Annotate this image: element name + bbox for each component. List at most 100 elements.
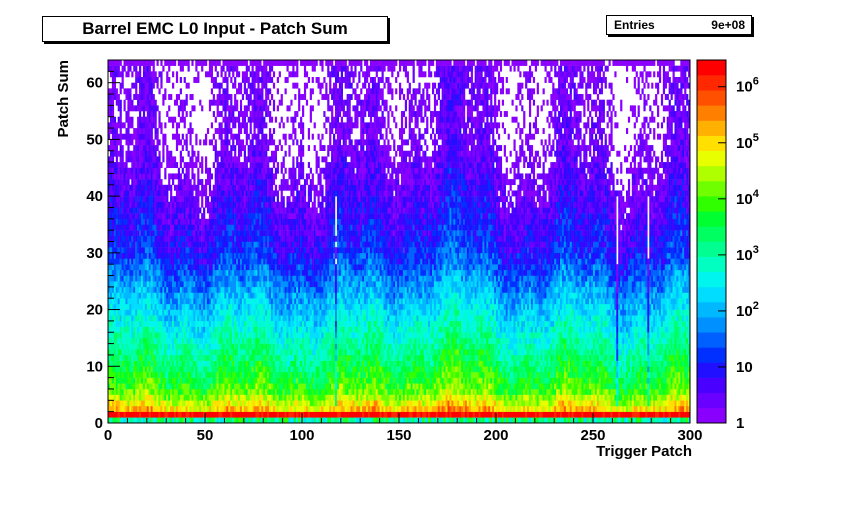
- heatmap-cell: [220, 405, 223, 412]
- heatmap-cell: [261, 190, 264, 197]
- heatmap-cell: [137, 337, 140, 344]
- heatmap-cell: [274, 275, 278, 282]
- heatmap-cell: [280, 241, 283, 248]
- heatmap-cell: [139, 383, 142, 390]
- heatmap-cell: [243, 309, 246, 316]
- heatmap-cell: [152, 150, 155, 157]
- heatmap-cell: [135, 377, 138, 384]
- heatmap-cell: [168, 281, 171, 288]
- heatmap-cell: [172, 417, 175, 424]
- heatmap-cell: [129, 150, 132, 157]
- heatmap-cell: [115, 360, 118, 367]
- heatmap-cell: [257, 116, 260, 123]
- heatmap-cell: [166, 417, 169, 424]
- heatmap-cell: [243, 173, 246, 180]
- heatmap-cell: [206, 196, 210, 203]
- heatmap-cell: [125, 179, 128, 186]
- heatmap-cell: [203, 343, 206, 350]
- heatmap-cell: [243, 77, 246, 83]
- heatmap-cell: [109, 145, 113, 151]
- heatmap-cell: [224, 292, 227, 299]
- heatmap-cell: [218, 201, 221, 208]
- heatmap-cell: [272, 82, 276, 89]
- heatmap-cell: [253, 213, 256, 220]
- heatmap-cell: [154, 417, 157, 424]
- heatmap-cell: [179, 411, 182, 418]
- heatmap-cell: [125, 88, 128, 95]
- heatmap-cell: [142, 77, 146, 83]
- heatmap-cell: [189, 247, 192, 254]
- heatmap-cell: [123, 179, 126, 186]
- heatmap-cell: [208, 292, 212, 299]
- heatmap-cell: [265, 139, 268, 146]
- heatmap-cell: [158, 275, 161, 282]
- heatmap-cell: [125, 383, 128, 390]
- heatmap-cell: [119, 298, 122, 305]
- heatmap-cell: [239, 286, 243, 293]
- heatmap-cell: [265, 281, 268, 288]
- heatmap-cell: [236, 201, 239, 208]
- heatmap-cell: [115, 230, 118, 237]
- heatmap-cell: [261, 82, 264, 89]
- heatmap-cell: [243, 201, 246, 208]
- heatmap-cell: [243, 349, 246, 356]
- heatmap-cell: [179, 179, 182, 186]
- heatmap-cell: [245, 417, 248, 424]
- heatmap-cell: [166, 309, 169, 316]
- heatmap-cell: [195, 354, 198, 361]
- heatmap-cell: [197, 326, 200, 333]
- heatmap-cell: [193, 360, 196, 367]
- heatmap-cell: [123, 184, 126, 191]
- heatmap-cell: [249, 128, 252, 134]
- heatmap-cell: [111, 218, 115, 225]
- heatmap-cell: [251, 258, 254, 265]
- heatmap-cell: [251, 196, 254, 203]
- heatmap-cell: [234, 332, 237, 339]
- heatmap-cell: [117, 315, 120, 322]
- heatmap-cell: [115, 309, 118, 316]
- heatmap-cell: [140, 332, 144, 339]
- heatmap-cell: [109, 196, 113, 203]
- heatmap-cell: [183, 190, 186, 197]
- heatmap-cell: [166, 264, 169, 271]
- heatmap-cell: [135, 145, 138, 151]
- heatmap-cell: [239, 218, 243, 225]
- heatmap-cell: [170, 349, 173, 356]
- heatmap-cell: [137, 150, 140, 157]
- heatmap-cell: [208, 388, 212, 395]
- heatmap-cell: [276, 105, 279, 112]
- heatmap-cell: [109, 371, 113, 378]
- heatmap-cell: [181, 366, 184, 373]
- heatmap-cell: [148, 320, 151, 327]
- heatmap-cell: [249, 173, 252, 180]
- heatmap-cell: [259, 94, 262, 100]
- heatmap-cell: [270, 258, 274, 265]
- heatmap-cell: [232, 281, 235, 288]
- heatmap-cell: [108, 88, 111, 95]
- heatmap-cell: [131, 167, 134, 174]
- heatmap-cell: [117, 179, 120, 186]
- heatmap-cell: [187, 388, 190, 395]
- heatmap-cell: [113, 343, 117, 350]
- heatmap-cell: [274, 349, 278, 356]
- heatmap-cell: [139, 111, 142, 117]
- heatmap-cell: [173, 258, 177, 265]
- heatmap-cell: [127, 400, 130, 407]
- heatmap-cell: [251, 201, 254, 208]
- heatmap-cell: [115, 411, 118, 418]
- heatmap-cell: [226, 394, 229, 401]
- heatmap-cell: [222, 309, 225, 316]
- heatmap-cell: [214, 116, 217, 123]
- heatmap-cell: [214, 230, 217, 237]
- heatmap-cell: [272, 235, 276, 242]
- heatmap-cell: [247, 156, 250, 163]
- heatmap-cell: [263, 411, 266, 418]
- heatmap-cell: [172, 315, 175, 322]
- heatmap-cell: [216, 366, 219, 373]
- heatmap-cell: [261, 394, 264, 401]
- heatmap-cell: [181, 156, 184, 163]
- heatmap-cell: [142, 320, 146, 327]
- heatmap-cell: [108, 281, 111, 288]
- heatmap-cell: [210, 303, 214, 310]
- heatmap-cell: [111, 315, 115, 322]
